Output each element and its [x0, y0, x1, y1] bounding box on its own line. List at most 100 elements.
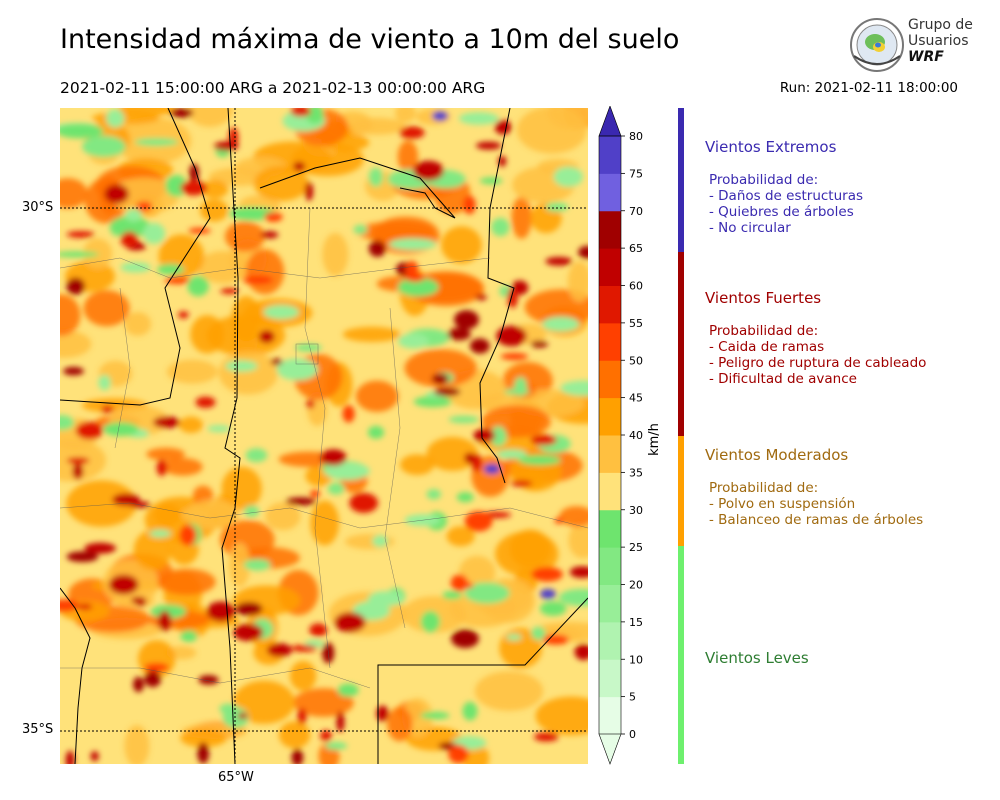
- calm-cell: [558, 588, 588, 607]
- colorbar-tick-label: 75: [629, 167, 643, 180]
- calm-cell: [60, 124, 104, 139]
- wind-cell: [348, 117, 406, 135]
- gust-cell: [136, 201, 153, 212]
- wind-cell: [356, 221, 435, 242]
- desc-line: - Dificultad de avance: [709, 371, 857, 387]
- colorbar-segment: [599, 136, 621, 174]
- wind-cell: [201, 179, 229, 199]
- calm-cell: [489, 426, 507, 447]
- calm-cell: [109, 216, 150, 238]
- gust-cell: [304, 182, 314, 201]
- lat-label-35s: 35°S: [22, 722, 54, 737]
- wrf-logo: Grupo de Usuarios WRF: [848, 16, 978, 74]
- gust-cell: [433, 387, 461, 397]
- calm-cell: [462, 701, 478, 721]
- gust-cell: [233, 623, 264, 641]
- gust-cell: [530, 434, 557, 446]
- wind-cell: [395, 108, 416, 123]
- wind-cell: [157, 568, 216, 595]
- desc-line: - Quiebres de árboles: [709, 204, 854, 220]
- gust-cell: [266, 643, 292, 657]
- wind-cell: [278, 721, 311, 749]
- wind-cell: [229, 542, 251, 587]
- wind-cell: [197, 251, 249, 284]
- gust-cell: [309, 623, 328, 637]
- wind-cell: [289, 661, 317, 691]
- wind-cell: [92, 111, 160, 125]
- gust-cell: [197, 742, 210, 764]
- colorbar-tick-label: 5: [629, 691, 636, 704]
- gust-cell: [569, 566, 588, 578]
- extreme-cell: [484, 464, 500, 474]
- wind-cell: [547, 108, 588, 129]
- wind-cell: [124, 312, 152, 336]
- calm-cell: [491, 217, 510, 237]
- country-borders: [60, 108, 588, 764]
- calm-cell: [60, 251, 99, 258]
- colorbar-tick-label: 40: [629, 429, 643, 442]
- calm-cell: [149, 529, 171, 538]
- wind-cell: [355, 380, 399, 412]
- gust-cell: [454, 310, 479, 330]
- colorbar-segment: [599, 584, 621, 623]
- wind-cell: [568, 522, 588, 559]
- colorbar-tick-label: 45: [629, 392, 643, 405]
- gust-cell: [188, 227, 211, 234]
- gust-cell: [237, 712, 248, 720]
- wind-cell: [186, 108, 234, 127]
- gust-cell: [545, 257, 573, 266]
- gust-cell: [104, 184, 129, 204]
- gust-cell: [264, 212, 283, 222]
- wind-cell: [441, 226, 482, 264]
- gust-cell: [157, 610, 172, 632]
- calm-cell: [245, 448, 268, 463]
- wind-cell: [178, 416, 203, 433]
- desc-line: - Balanceo de ramas de árboles: [709, 512, 924, 528]
- gust-cell: [60, 599, 79, 612]
- calm-cell: [82, 135, 126, 158]
- category-desc-extremos: Probabilidad de: - Daños de estructuras …: [709, 172, 863, 236]
- gust-cell: [530, 340, 548, 348]
- forecast-period: 2021-02-11 15:00:00 ARG a 2021-02-13 00:…: [60, 79, 486, 97]
- desc-line: Probabilidad de:: [709, 323, 819, 339]
- desc-line: - Caida de ramas: [709, 339, 825, 355]
- wind-cell: [511, 196, 532, 239]
- gust-cell: [270, 358, 283, 365]
- wind-cell: [146, 447, 186, 461]
- calm-cell: [367, 591, 404, 607]
- calm-cell: [225, 360, 258, 372]
- wind-cell: [559, 506, 588, 527]
- colorbar-tick-label: 20: [629, 579, 643, 592]
- colorbar-segment: [599, 472, 621, 511]
- calm-cell: [442, 591, 462, 600]
- category-bar-moderados: [678, 436, 684, 546]
- gust-cell: [494, 120, 512, 135]
- category-bar-fuertes: [678, 252, 684, 436]
- gust-cell: [475, 294, 487, 301]
- colorbar-tick-label: 10: [629, 653, 643, 666]
- calm-cell: [458, 112, 499, 125]
- colorbar-segment: [599, 248, 621, 286]
- colorbar-segment: [599, 285, 621, 324]
- gust-cell: [220, 288, 239, 294]
- colorbar-segment: [599, 173, 621, 212]
- wind-cell: [199, 199, 229, 222]
- calm-cell: [244, 505, 260, 518]
- gust-cell: [349, 492, 379, 513]
- gust-cell: [306, 399, 315, 409]
- calm-cell: [243, 559, 271, 571]
- gust-cell: [156, 459, 167, 476]
- calm-cell: [98, 374, 111, 391]
- gust-cell: [334, 612, 366, 633]
- logo-line-3: WRF: [908, 49, 944, 65]
- colorbar-min-extend: [598, 733, 622, 765]
- gust-cell: [297, 708, 307, 725]
- wind-cell: [400, 454, 435, 475]
- gust-cell: [198, 675, 219, 685]
- colorbar-tick-label: 30: [629, 504, 643, 517]
- gust-cell: [144, 663, 169, 672]
- calm-cell: [165, 174, 188, 197]
- calm-cell: [545, 202, 569, 212]
- gust-cell: [131, 596, 144, 604]
- gust-cell: [170, 108, 194, 118]
